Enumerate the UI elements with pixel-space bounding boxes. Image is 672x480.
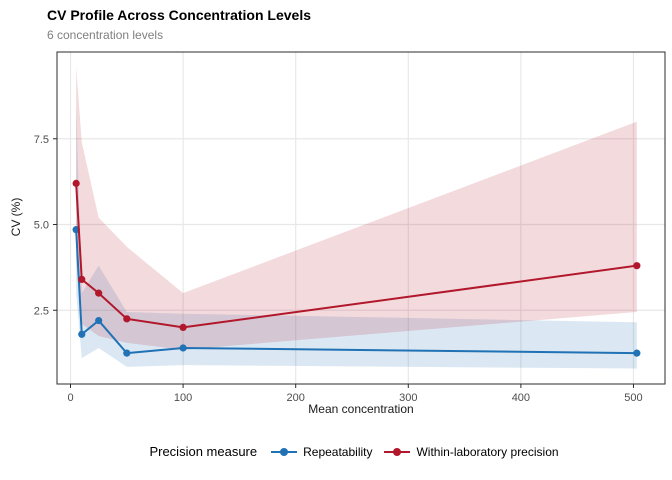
legend-label: Repeatability (303, 444, 373, 459)
svg-text:300: 300 (399, 392, 417, 404)
y-axis-title: CV (%) (9, 197, 23, 237)
chart-subtitle: 6 concentration levels (47, 28, 164, 42)
point-marker-icon (393, 447, 402, 456)
svg-text:5.0: 5.0 (34, 220, 49, 232)
svg-text:200: 200 (287, 392, 305, 404)
legend-title: Precision measure (149, 444, 258, 459)
svg-text:0: 0 (67, 392, 73, 404)
x-axis-title: Mean concentration (308, 402, 414, 416)
legend-item-repeatability: Repeatability (271, 445, 372, 459)
chart-title: CV Profile Across Concentration Levels (47, 7, 311, 23)
legend-marker-0 (271, 445, 298, 459)
legend: Precision measure Repeatability Within-l… (0, 444, 672, 459)
legend-marker-1 (384, 445, 411, 459)
svg-text:400: 400 (512, 392, 530, 404)
point-marker-icon (280, 447, 289, 456)
svg-text:100: 100 (174, 392, 192, 404)
svg-text:500: 500 (624, 392, 642, 404)
legend-label: Within-laboratory precision (416, 444, 559, 459)
svg-text:7.5: 7.5 (34, 134, 49, 146)
svg-text:2.5: 2.5 (34, 305, 49, 317)
legend-item-within-lab: Within-laboratory precision (384, 444, 559, 459)
